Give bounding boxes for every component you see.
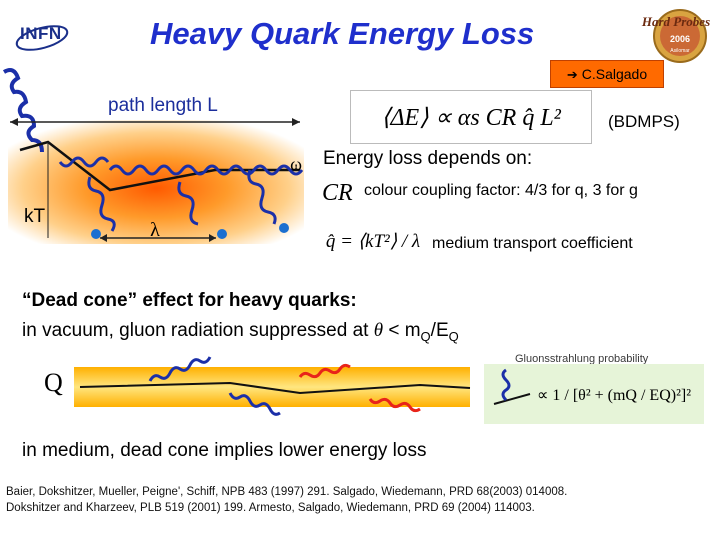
vacuum-prefix: in vacuum, gluon radiation suppressed at [22, 320, 374, 341]
infn-logo-text: INFN [20, 24, 62, 43]
bdmps-label: (BDMPS) [608, 112, 680, 131]
reference-line: Dokshitzer and Kharzeev, PLB 519 (2001) … [6, 502, 535, 514]
path-length-text: path length L [108, 95, 218, 116]
red-gluon-lower [368, 397, 421, 413]
energy-loss-formula-text: ⟨ΔE⟩ ∝ αs CR q̂ L² [381, 105, 562, 131]
red-gluon-upper [298, 363, 351, 379]
lambda-label: λ [150, 219, 160, 241]
heavy-quark-trajectory [79, 381, 471, 395]
gluonsstrahlung-label: Gluonsstrahlung probability [515, 353, 649, 365]
theta-symbol: θ [373, 320, 384, 341]
qhat-formula-text: q̂ = ⟨kT²⟩ / λ [326, 231, 420, 252]
dead-cone-diagram [74, 356, 471, 416]
references: Baier, Dokshitzer, Mueller, Peigne', Sch… [6, 484, 567, 516]
probability-formula: ∝ 1 / [θ² + (mQ / EQ)²]² [537, 387, 691, 404]
path-length-label: path length L [108, 95, 218, 117]
hard-probes-logo: Hard Probes 2006 Asilomar [641, 9, 710, 63]
speaker-reference-text: C.Salgado [581, 66, 648, 82]
cr-symbol: CR [322, 180, 353, 206]
emitted-gluon-top [108, 164, 304, 176]
dead-cone-heading: “Dead cone” effect for heavy quarks: [22, 290, 357, 311]
gluon-down [228, 392, 281, 416]
scattering-center [279, 223, 289, 233]
logo-line1: Hard Probes [641, 14, 710, 29]
slash-e: /E [430, 320, 449, 341]
vacuum-suppression-text: in vacuum, gluon radiation suppressed at… [22, 320, 459, 344]
medium-diagram: λ ω kT [2, 68, 304, 244]
quark-label: Q [44, 368, 63, 397]
logo-line2: 2006 [670, 34, 690, 44]
sub-q2: Q [448, 328, 459, 344]
kt-label: kT [24, 206, 46, 227]
emitted-gluon-left [58, 156, 110, 168]
reference-line: Baier, Dokshitzer, Mueller, Peigne', Sch… [6, 486, 568, 498]
medium-band [74, 367, 470, 407]
omega-label: ω [290, 154, 302, 174]
gluon-probability-box: ∝ 1 / [θ² + (mQ / EQ)²]² [484, 364, 704, 424]
gluon-mini-icon [501, 368, 511, 402]
slide-title: Heavy Quark Energy Loss [150, 16, 535, 51]
energy-loss-formula: ⟨ΔE⟩ ∝ αs CR q̂ L² [350, 90, 592, 144]
infn-logo [15, 25, 69, 51]
scattering-gluon-3 [247, 169, 277, 225]
radiated-gluon-coil [2, 68, 44, 153]
gluon-up [148, 356, 212, 382]
lt-m: < m [383, 320, 421, 341]
medium-transport-text: medium transport coefficient [432, 235, 633, 252]
scattering-center [217, 229, 227, 239]
logo-line3: Asilomar [670, 48, 690, 54]
colour-coupling-text: colour coupling factor: 4/3 for q, 3 for… [364, 182, 638, 199]
scattering-center [91, 229, 101, 239]
sub-q1: Q [420, 328, 431, 344]
scattering-gluon-1 [87, 176, 116, 232]
arrow-right-icon: ➔ [566, 67, 578, 82]
scattering-gluon-2 [177, 181, 199, 226]
energy-loss-depends-text: Energy loss depends on: [323, 148, 533, 169]
in-medium-text: in medium, dead cone implies lower energ… [22, 440, 427, 461]
speaker-reference-box: ➔ C.Salgado [550, 60, 664, 88]
qhat-formula: q̂ = ⟨kT²⟩ / λ [326, 231, 420, 252]
